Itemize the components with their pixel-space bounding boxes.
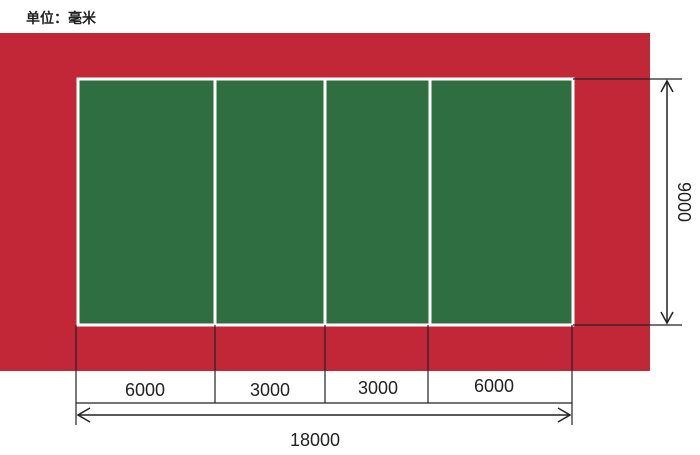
extension-lines	[75, 325, 573, 425]
dim-segment-2: 3000	[250, 380, 290, 400]
dim-width: 9000	[674, 182, 694, 222]
total-length-arrow	[76, 407, 572, 423]
dim-segment-4: 6000	[474, 376, 514, 396]
dim-segment-1: 6000	[125, 380, 165, 400]
width-arrow	[573, 78, 682, 326]
dim-total-length: 18000	[290, 430, 340, 450]
unit-label: 单位：毫米	[26, 10, 96, 26]
dim-segment-3: 3000	[358, 378, 398, 398]
